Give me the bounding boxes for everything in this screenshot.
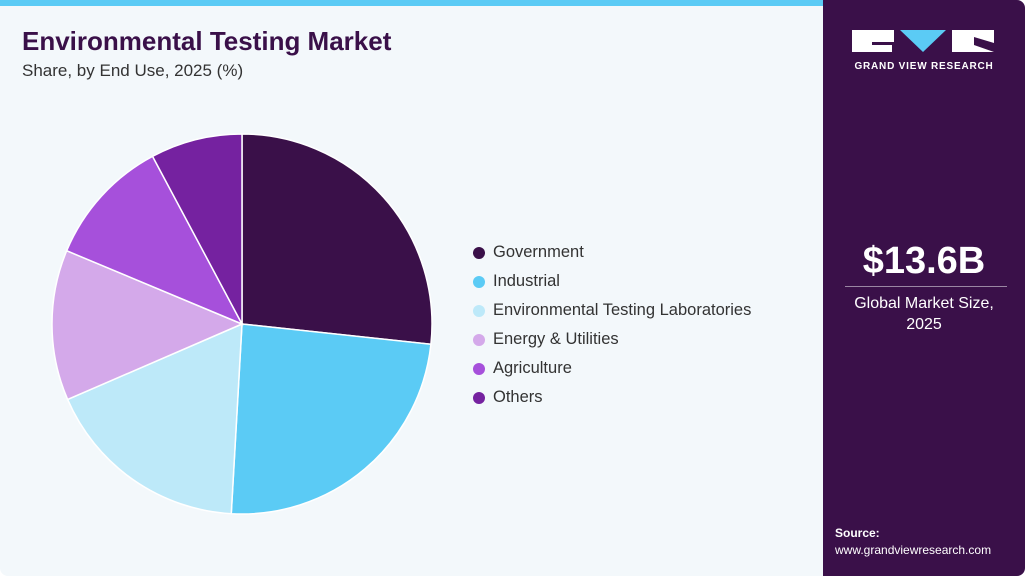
pie-slice-environmental-testing-laboratories	[66, 322, 243, 515]
market-size-label-line1: Global Market Size,	[854, 295, 994, 312]
logo-text: GRAND VIEW RESEARCH	[854, 61, 994, 72]
legend-item: Agriculture	[473, 354, 751, 383]
grand-view-research-logo	[852, 30, 994, 52]
chart-panel: Environmental Testing Market Share, by E…	[0, 0, 823, 576]
pie-slice-agriculture	[65, 155, 244, 326]
legend-item: Industrial	[473, 267, 751, 296]
chart-subtitle: Share, by End Use, 2025 (%)	[22, 61, 244, 80]
pie-slice-government	[241, 133, 433, 346]
legend-label: Environmental Testing Laboratories	[493, 301, 752, 319]
legend-dot-icon	[473, 333, 485, 346]
divider	[845, 286, 1007, 287]
legend-label: Industrial	[493, 272, 560, 290]
accent-bar	[0, 0, 823, 6]
legend-label: Energy & Utilities	[493, 330, 619, 348]
info-sidebar: GRAND VIEW RESEARCH $13.6B Global Market…	[823, 0, 1025, 576]
legend-dot-icon	[473, 362, 485, 375]
legend-dot-icon	[473, 275, 485, 288]
pie-chart	[51, 133, 433, 515]
market-size-label-line2: 2025	[906, 316, 942, 333]
pie-slice-industrial	[230, 323, 432, 515]
legend-item: Government	[473, 238, 751, 267]
market-size-value: $13.6B	[862, 240, 986, 282]
legend-label: Others	[493, 388, 543, 406]
legend-label: Government	[493, 243, 584, 261]
source-label: Source:	[835, 526, 880, 540]
legend-item: Others	[473, 383, 751, 412]
legend-label: Agriculture	[493, 359, 572, 377]
legend-item: Energy & Utilities	[473, 325, 751, 354]
legend-dot-icon	[473, 304, 485, 317]
pie-slice-energy-utilities	[51, 249, 244, 401]
source-url[interactable]: www.grandviewresearch.com	[835, 543, 992, 557]
pie-slice-others	[151, 133, 243, 325]
legend-dot-icon	[473, 246, 485, 259]
market-size-label: Global Market Size, 2025	[823, 293, 1025, 335]
legend-item: Environmental Testing Laboratories	[473, 296, 751, 325]
chart-title: Environmental Testing Market	[22, 26, 392, 56]
legend: Government Industrial Environmental Testin…	[473, 238, 751, 412]
legend-dot-icon	[473, 391, 485, 404]
